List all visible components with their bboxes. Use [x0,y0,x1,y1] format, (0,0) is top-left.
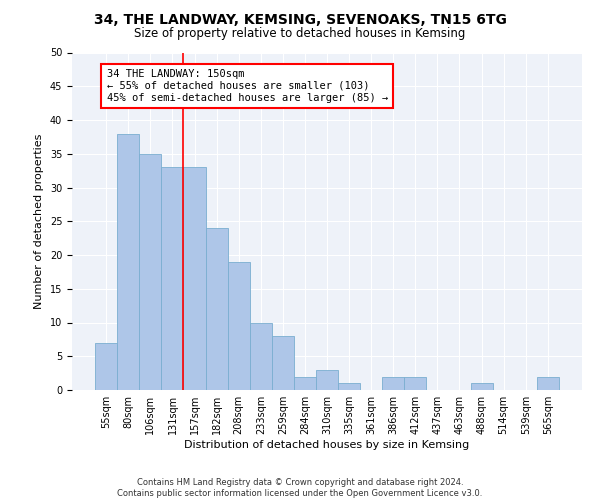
Bar [117,134,139,390]
Bar [161,167,184,390]
Bar [470,383,493,390]
Text: 34 THE LANDWAY: 150sqm
← 55% of detached houses are smaller (103)
45% of semi-de: 34 THE LANDWAY: 150sqm ← 55% of detached… [107,70,388,102]
Y-axis label: Number of detached properties: Number of detached properties [34,134,44,309]
Bar [382,376,404,390]
Text: Size of property relative to detached houses in Kemsing: Size of property relative to detached ho… [134,28,466,40]
Bar [338,383,360,390]
Bar [537,376,559,390]
Bar [95,343,117,390]
Bar [227,262,250,390]
Bar [316,370,338,390]
Bar [404,376,427,390]
Text: Contains HM Land Registry data © Crown copyright and database right 2024.
Contai: Contains HM Land Registry data © Crown c… [118,478,482,498]
Bar [184,167,206,390]
X-axis label: Distribution of detached houses by size in Kemsing: Distribution of detached houses by size … [184,440,470,450]
Bar [206,228,227,390]
Bar [272,336,294,390]
Bar [294,376,316,390]
Text: 34, THE LANDWAY, KEMSING, SEVENOAKS, TN15 6TG: 34, THE LANDWAY, KEMSING, SEVENOAKS, TN1… [94,12,506,26]
Bar [139,154,161,390]
Bar [250,322,272,390]
